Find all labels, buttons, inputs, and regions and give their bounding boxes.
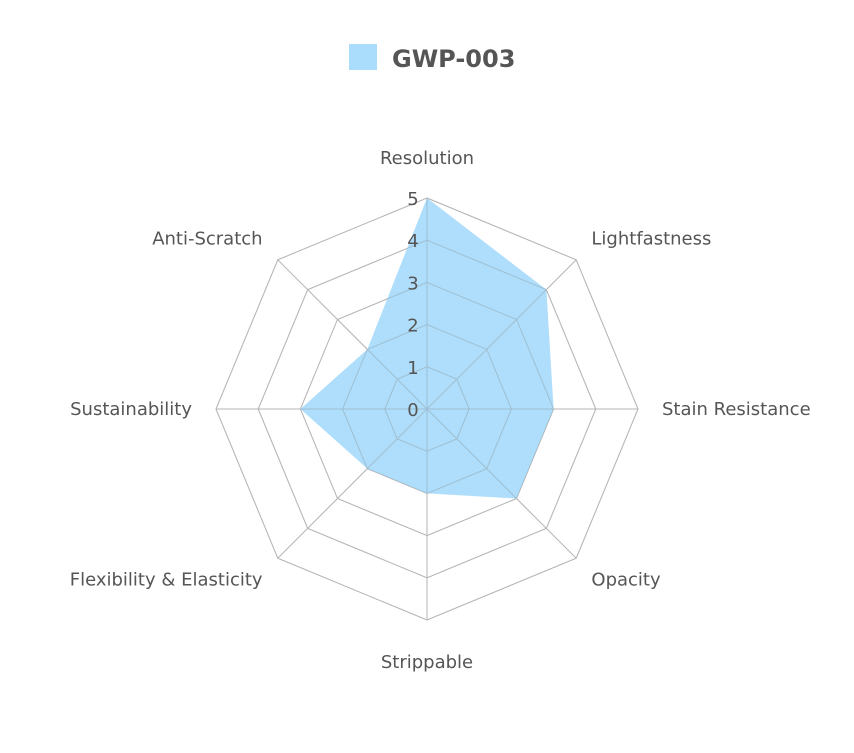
grid-ring-overlay-4 — [257, 239, 597, 579]
axis-label-3: Opacity — [591, 569, 661, 590]
spoke-overlay-3 — [426, 408, 577, 559]
tick-label-2: 2 — [407, 316, 418, 337]
tick-label-4: 4 — [407, 231, 418, 252]
axis-label-4: Strippable — [381, 652, 473, 673]
grid-ring-overlay-5 — [215, 197, 639, 621]
tick-label-5: 5 — [407, 189, 418, 210]
series-layer — [215, 197, 639, 621]
tick-label-3: 3 — [407, 273, 418, 294]
legend-label-0[interactable]: GWP-003 — [392, 45, 515, 73]
axis-labels: Resolution Lightfastness Stain Resistance O… — [70, 148, 811, 673]
axis-label-7: Anti-Scratch — [152, 229, 262, 250]
series-area-0[interactable] — [300, 198, 554, 499]
axis-label-2: Stain Resistance — [662, 399, 811, 420]
axis-label-6: Sustainability — [70, 399, 192, 420]
spoke-overlay-1 — [426, 259, 577, 410]
axis-label-5: Flexibility & Elasticity — [70, 569, 263, 590]
grid-ring-overlay-2 — [342, 324, 512, 494]
grid-overlay — [215, 197, 639, 621]
tick-label-1: 1 — [407, 358, 418, 379]
grid-ring-overlay-1 — [384, 366, 470, 452]
grid-ring-overlay-3 — [299, 281, 555, 537]
axis-label-0: Resolution — [380, 148, 474, 169]
spoke-overlay-7 — [277, 259, 428, 410]
radial-tick-labels: 0 1 2 3 4 5 — [407, 189, 418, 421]
axis-label-1: Lightfastness — [591, 229, 711, 250]
spoke-overlay-5 — [277, 408, 428, 559]
tick-label-0: 0 — [407, 400, 418, 421]
legend-swatch-0[interactable] — [349, 44, 377, 70]
legend[interactable]: GWP-003 — [349, 44, 515, 73]
